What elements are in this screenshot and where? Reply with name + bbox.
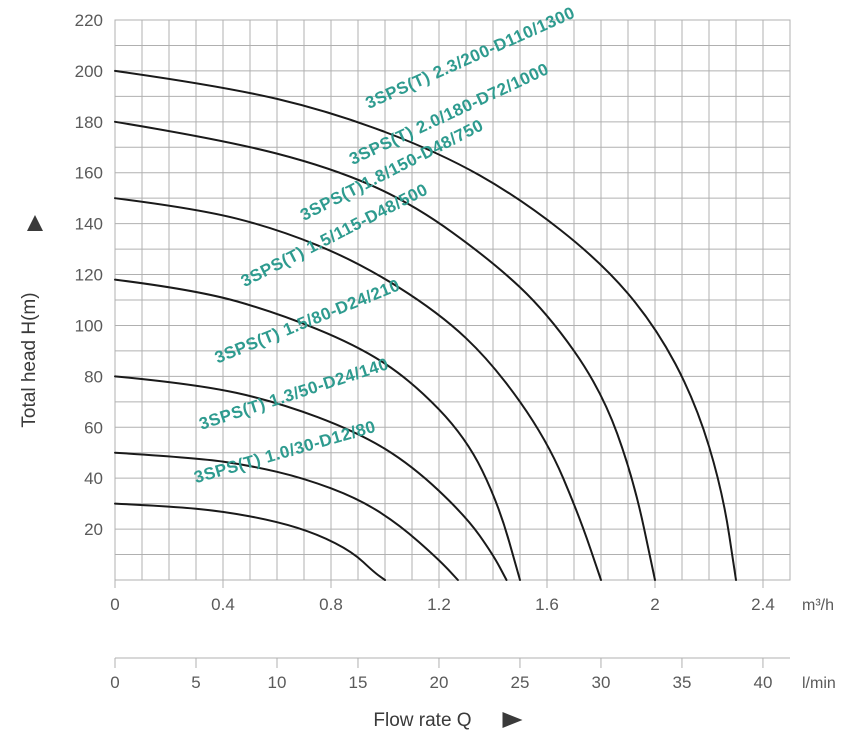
x-tick: 2 bbox=[650, 595, 659, 614]
y-tick: 40 bbox=[84, 469, 103, 488]
x-tick: 2.4 bbox=[751, 595, 775, 614]
y-tick: 20 bbox=[84, 520, 103, 539]
y-tick: 200 bbox=[75, 62, 103, 81]
x2-tick: 5 bbox=[191, 673, 200, 692]
y-tick: 100 bbox=[75, 316, 103, 335]
x-tick: 1.2 bbox=[427, 595, 451, 614]
x-axis-label-text: Flow rate Q bbox=[373, 710, 471, 731]
y-tick: 80 bbox=[84, 367, 103, 386]
y-tick: 160 bbox=[75, 164, 103, 183]
x-tick: 0 bbox=[110, 595, 119, 614]
y-tick: 120 bbox=[75, 266, 103, 285]
x2-tick: 20 bbox=[430, 673, 449, 692]
x-unit-secondary: l/min bbox=[802, 675, 836, 692]
x-unit-primary: m³/h bbox=[802, 597, 834, 614]
x-tick: 0.8 bbox=[319, 595, 343, 614]
y-tick: 180 bbox=[75, 113, 103, 132]
x2-tick: 40 bbox=[753, 673, 772, 692]
y-tick: 60 bbox=[84, 418, 103, 437]
x-tick: 0.4 bbox=[211, 595, 235, 614]
x2-tick: 10 bbox=[268, 673, 287, 692]
x2-tick: 30 bbox=[592, 673, 611, 692]
x2-tick: 25 bbox=[511, 673, 530, 692]
y-axis-label-text: Total head H(m) bbox=[19, 292, 40, 427]
x-tick: 1.6 bbox=[535, 595, 559, 614]
y-tick: 140 bbox=[75, 215, 103, 234]
x2-tick: 0 bbox=[110, 673, 119, 692]
x2-tick: 15 bbox=[349, 673, 368, 692]
y-tick: 220 bbox=[75, 11, 103, 30]
x2-tick: 35 bbox=[672, 673, 691, 692]
